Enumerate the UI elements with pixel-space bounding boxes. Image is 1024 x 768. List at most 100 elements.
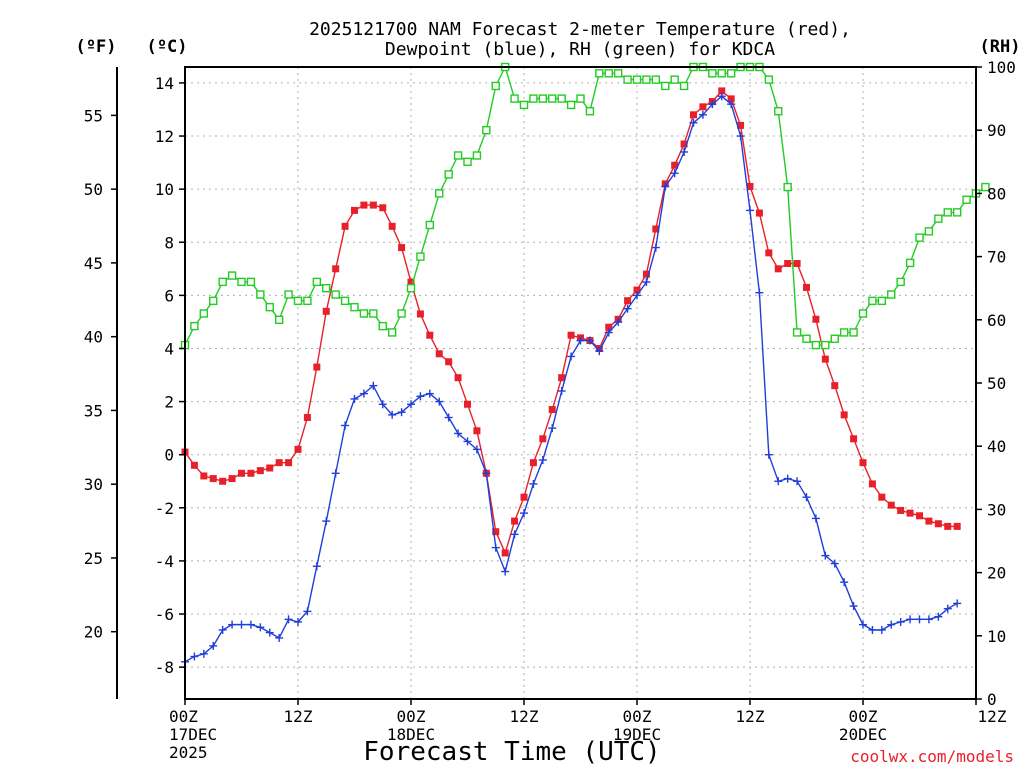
data-point xyxy=(473,427,481,435)
data-point xyxy=(727,95,735,103)
series-layer xyxy=(180,62,990,666)
data-point xyxy=(218,625,227,634)
data-point xyxy=(538,456,547,465)
x-tick-label: 00Z xyxy=(397,707,426,726)
data-point xyxy=(877,625,886,634)
data-point xyxy=(445,358,453,366)
data-point xyxy=(397,408,406,417)
data-point xyxy=(859,620,867,629)
data-point xyxy=(199,649,208,658)
data-point xyxy=(351,206,358,214)
data-point xyxy=(905,258,915,268)
data-point xyxy=(237,620,246,629)
x-axis-label: Forecast Time (UTC) xyxy=(363,737,660,767)
data-point xyxy=(529,94,538,103)
data-point xyxy=(944,522,952,530)
data-point xyxy=(341,421,350,430)
data-point xyxy=(199,309,209,318)
data-point xyxy=(934,612,943,621)
data-point xyxy=(294,617,302,626)
data-point xyxy=(407,278,415,286)
data-point xyxy=(792,328,802,337)
data-point xyxy=(416,310,424,318)
data-point xyxy=(915,233,924,242)
data-point xyxy=(783,182,792,192)
data-point xyxy=(520,509,528,518)
data-point xyxy=(435,350,443,358)
data-point xyxy=(416,252,425,261)
data-point xyxy=(755,209,763,217)
data-point xyxy=(831,382,839,390)
data-point xyxy=(708,100,717,109)
data-point xyxy=(821,355,829,363)
x-tick-label: 12Z xyxy=(284,707,313,726)
data-point xyxy=(340,296,350,306)
data-point xyxy=(548,424,557,433)
data-point xyxy=(811,514,820,523)
data-point xyxy=(285,459,293,467)
data-point xyxy=(378,400,387,409)
data-point xyxy=(331,290,340,299)
data-point xyxy=(887,501,895,509)
plot-frame xyxy=(184,66,977,700)
data-point xyxy=(887,620,896,629)
data-point xyxy=(388,222,396,230)
data-point xyxy=(708,69,717,78)
data-point xyxy=(247,469,255,477)
data-point xyxy=(717,92,726,101)
data-point xyxy=(388,410,397,419)
data-point xyxy=(680,140,688,148)
data-point xyxy=(265,628,274,637)
data-point xyxy=(519,100,529,110)
data-point xyxy=(858,309,868,318)
x-tick-label: 00Z xyxy=(169,707,198,726)
data-point xyxy=(652,225,660,233)
data-point xyxy=(228,620,237,629)
data-point xyxy=(369,381,378,390)
fahrenheit-tick-label: 30 xyxy=(84,475,103,494)
data-point xyxy=(623,75,632,84)
data-point xyxy=(265,302,274,312)
data-point xyxy=(830,559,839,568)
data-point xyxy=(491,81,500,91)
data-point xyxy=(934,214,943,223)
data-point xyxy=(821,340,830,350)
data-point xyxy=(426,331,434,339)
data-point xyxy=(614,317,623,326)
data-point xyxy=(529,459,537,467)
data-point xyxy=(802,334,811,343)
data-point xyxy=(850,435,858,443)
data-point xyxy=(209,475,217,483)
data-point xyxy=(727,100,736,109)
data-point xyxy=(350,302,359,312)
series-line xyxy=(184,89,958,555)
data-point xyxy=(246,277,256,287)
data-point xyxy=(566,100,576,110)
data-point xyxy=(331,469,340,478)
data-point xyxy=(774,477,783,486)
data-point xyxy=(454,374,462,382)
data-point xyxy=(812,315,820,323)
data-point xyxy=(209,296,218,306)
data-point xyxy=(642,75,651,84)
data-point xyxy=(539,435,547,443)
data-point xyxy=(953,522,961,530)
data-point xyxy=(952,208,962,217)
data-point xyxy=(624,297,632,305)
celsius-tick-label: 4 xyxy=(164,339,174,358)
data-point xyxy=(369,201,377,209)
data-point xyxy=(830,334,839,343)
data-point xyxy=(387,328,397,337)
rh-tick-label: 60 xyxy=(987,311,1006,330)
x-tick-label: 2025 xyxy=(169,743,208,762)
data-point xyxy=(943,208,952,217)
data-point xyxy=(840,411,848,419)
data-point xyxy=(576,336,585,345)
x-tick-label: 20DEC xyxy=(839,725,887,744)
celsius-tick-label: 2 xyxy=(164,393,174,412)
grid xyxy=(184,67,977,699)
data-point xyxy=(435,189,444,198)
data-point xyxy=(859,459,867,467)
data-point xyxy=(444,170,453,179)
